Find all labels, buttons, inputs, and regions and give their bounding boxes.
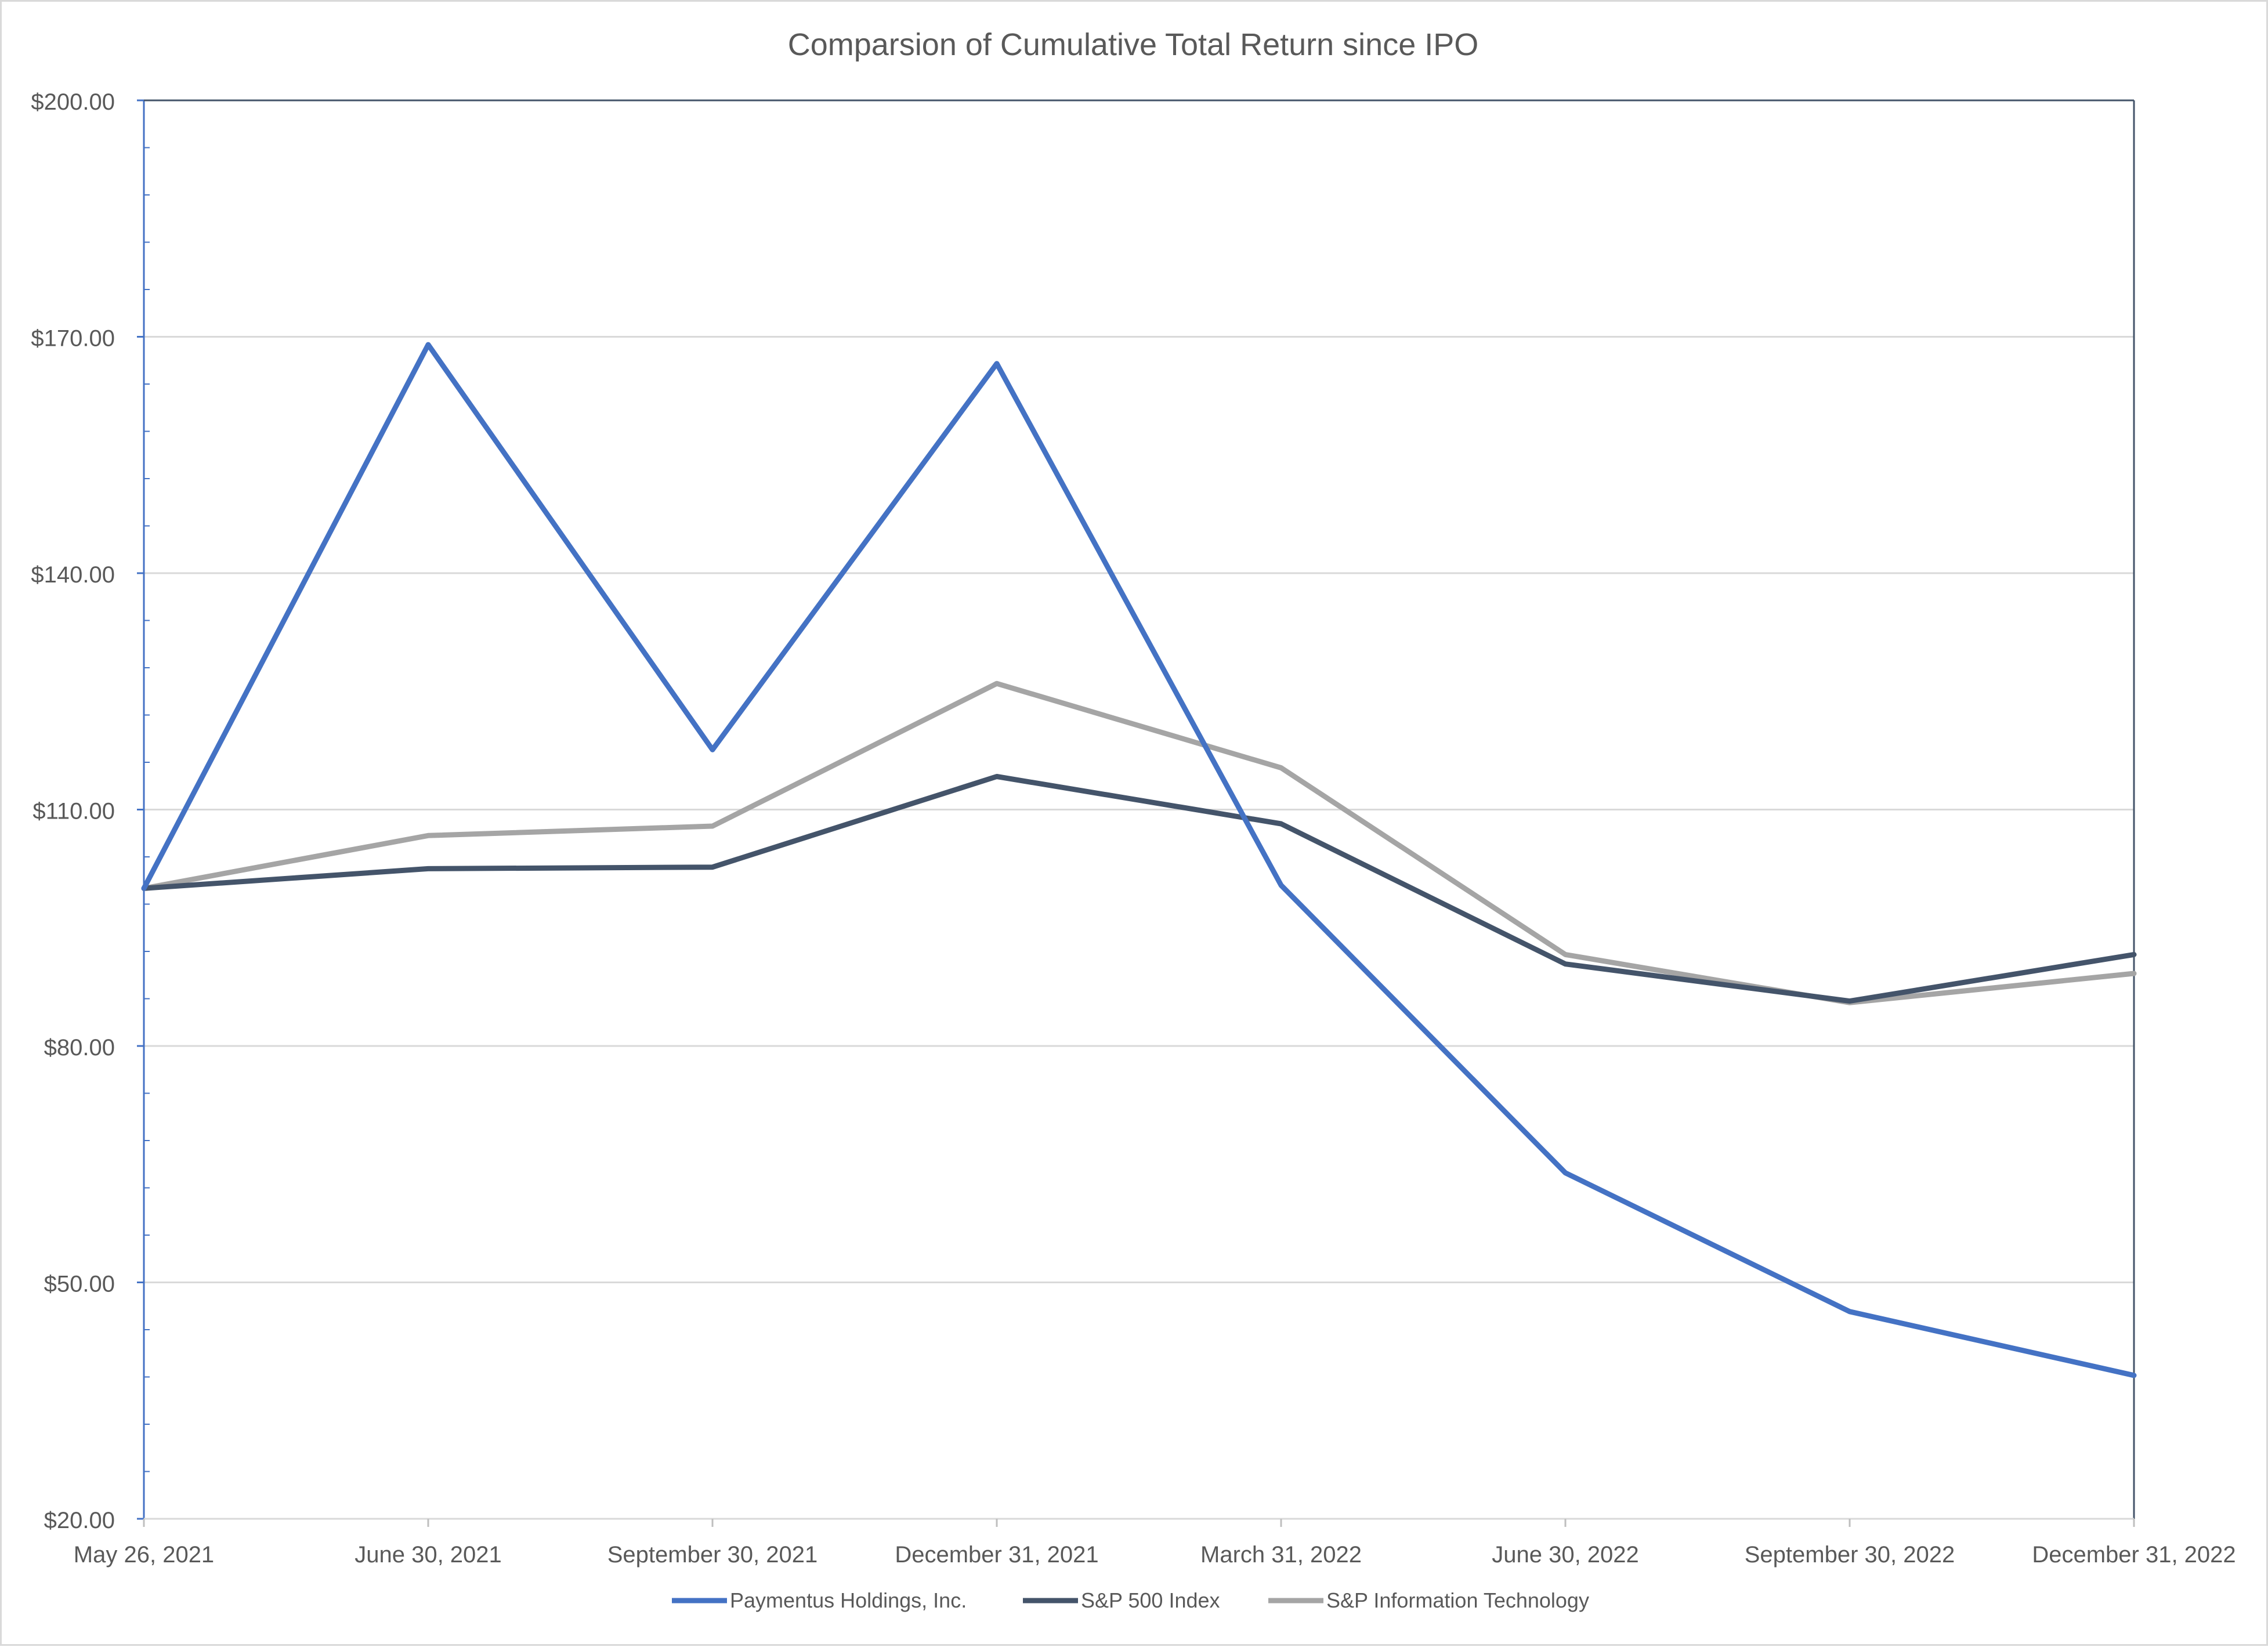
x-axis-ticks: May 26, 2021 June 30, 2021 September 30, 2…	[74, 1519, 2236, 1568]
y-tick-label: $20.00	[44, 1508, 115, 1533]
series-lines	[141, 342, 2137, 1378]
x-tick-label: June 30, 2022	[1492, 1542, 1639, 1568]
x-tick-label: March 31, 2022	[1200, 1542, 1362, 1568]
x-tick-label: September 30, 2021	[607, 1542, 818, 1568]
x-tick-label: December 31, 2021	[895, 1542, 1098, 1568]
y-axis-ticks: $20.00 $50.00 $80.00 $110.00 $140.00 $170.00 $…	[31, 89, 150, 1533]
y-tick-label: $200.00	[31, 89, 115, 115]
x-tick-label: June 30, 2021	[355, 1542, 502, 1568]
x-tick-label: May 26, 2021	[74, 1542, 214, 1568]
y-tick-label: $140.00	[31, 562, 115, 588]
gridlines	[144, 99, 2134, 1283]
x-tick-label: September 30, 2022	[1745, 1542, 1955, 1568]
chart-title: Comparsion of Cumulative Total Return si…	[788, 27, 1479, 62]
y-tick-label: $110.00	[32, 799, 115, 824]
series-line-3	[141, 680, 2137, 1005]
legend-label: S&P Information Technology	[1326, 1588, 1589, 1612]
x-tick-label: December 31, 2022	[2032, 1542, 2236, 1568]
legend: Paymentus Holdings, Inc. S&P 500 Index S&P…	[672, 1588, 1589, 1612]
y-tick-label: $50.00	[44, 1272, 115, 1297]
series-line-2	[141, 774, 2137, 1004]
y-tick-label: $80.00	[44, 1035, 115, 1060]
legend-label: Paymentus Holdings, Inc.	[730, 1588, 967, 1612]
legend-label: S&P 500 Index	[1081, 1588, 1220, 1612]
series-line-1	[141, 342, 2137, 1378]
y-tick-label: $170.00	[31, 326, 115, 352]
